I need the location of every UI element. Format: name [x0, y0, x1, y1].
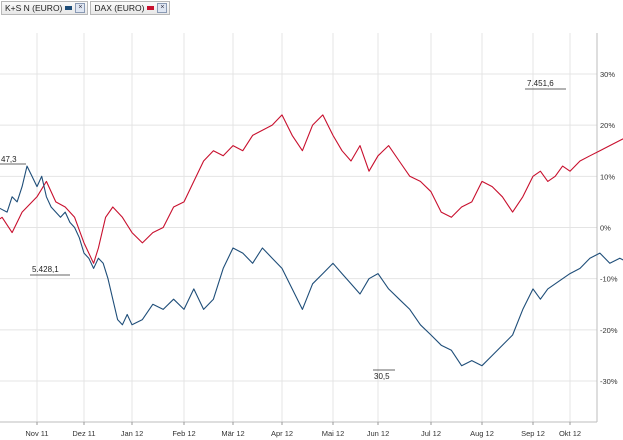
annotation-label: 30,5	[374, 372, 390, 381]
y-tick-label: -20%	[600, 326, 618, 335]
legend-swatch-dax	[147, 6, 155, 10]
annotation-label: 7.451,6	[527, 79, 554, 88]
x-tick-label: Jun 12	[367, 429, 390, 438]
legend-item-dax[interactable]: DAX (EURO) ×	[90, 1, 171, 15]
x-tick-label: Mär 12	[221, 429, 244, 438]
x-tick-label: Okt 12	[559, 429, 581, 438]
close-icon[interactable]: ×	[75, 3, 86, 13]
y-tick-label: -10%	[600, 275, 618, 284]
legend-swatch-ks	[65, 6, 73, 10]
x-tick-label: Jan 12	[121, 429, 144, 438]
y-tick-label: 20%	[600, 121, 615, 130]
x-tick-label: Jul 12	[421, 429, 441, 438]
x-tick-label: Feb 12	[172, 429, 195, 438]
close-icon[interactable]: ×	[157, 3, 168, 13]
legend: K+S N (EURO) × DAX (EURO) ×	[0, 0, 171, 17]
y-tick-label: 10%	[600, 172, 615, 181]
y-tick-label: 0%	[600, 224, 611, 233]
annotation-label: 47,3	[1, 155, 17, 164]
y-tick-label: -30%	[600, 377, 618, 386]
x-tick-label: Apr 12	[271, 429, 293, 438]
x-tick-label: Nov 11	[25, 429, 48, 438]
series-line-ks	[0, 165, 623, 367]
x-tick-label: Mai 12	[322, 429, 345, 438]
y-tick-label: 30%	[600, 70, 615, 79]
series-line-dax	[0, 114, 623, 264]
legend-item-ks[interactable]: K+S N (EURO) ×	[1, 1, 89, 15]
legend-label-dax: DAX (EURO)	[94, 3, 145, 13]
x-tick-label: Dez 11	[72, 429, 95, 438]
legend-label-ks: K+S N (EURO)	[5, 3, 63, 13]
annotation-label: 5.428,1	[32, 265, 59, 274]
x-tick-label: Aug 12	[470, 429, 494, 438]
x-tick-label: Sep 12	[521, 429, 545, 438]
